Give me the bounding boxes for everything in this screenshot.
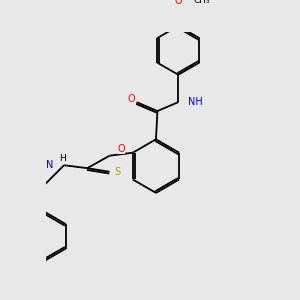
Text: NH: NH	[188, 97, 203, 107]
Text: CH₃: CH₃	[194, 0, 210, 5]
Text: O: O	[175, 0, 182, 6]
Text: H: H	[59, 154, 66, 163]
Text: N: N	[46, 160, 54, 170]
Text: O: O	[117, 144, 125, 154]
Text: O: O	[128, 94, 135, 104]
Text: S: S	[115, 167, 121, 177]
